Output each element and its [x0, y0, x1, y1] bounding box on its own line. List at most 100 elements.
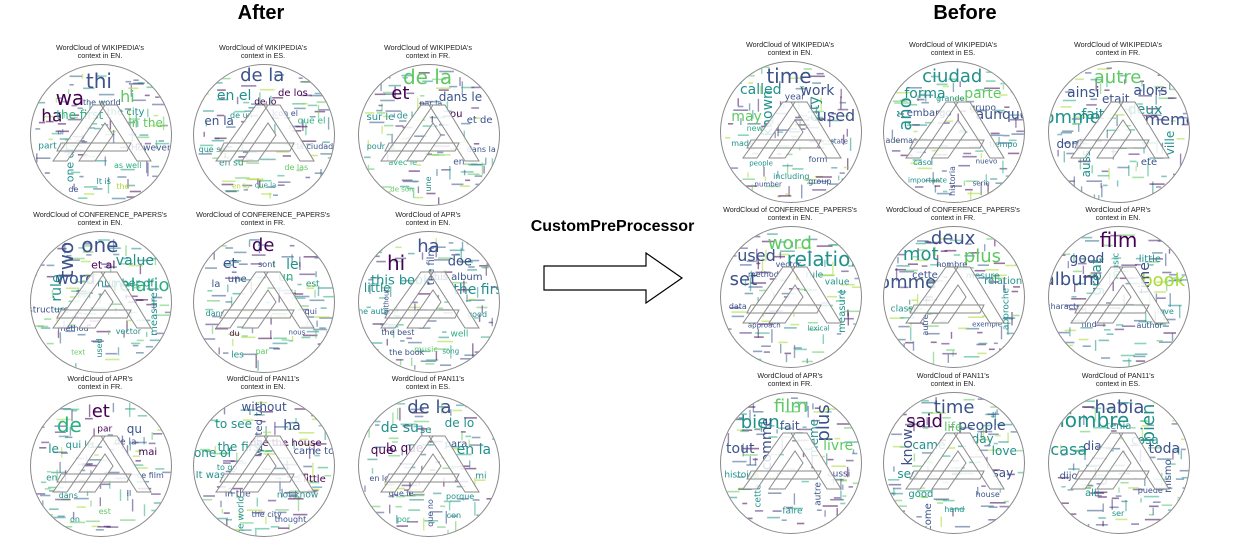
wordcloud-word: mai — [138, 446, 158, 458]
wordcloud-title: WordCloud of APR's context in EN. — [353, 210, 503, 228]
before-wordcloud-panel: WordCloud of WIKIPEDIA's context in EN. ti… — [715, 40, 865, 211]
wordcloud-word: year — [784, 92, 805, 103]
wordcloud-word: character — [1048, 302, 1085, 312]
wordcloud-word: day — [971, 432, 994, 447]
after-wordcloud-panel: WordCloud of WIKIPEDIA's context in EN. th… — [25, 43, 175, 214]
wordcloud-title-line1: WordCloud of CONFERENCE_PAPERS's — [196, 210, 330, 219]
wordcloud-word: con — [446, 511, 462, 521]
logo-mask-outline — [380, 104, 480, 162]
wordcloud-word: livre — [823, 437, 854, 454]
wordcloud-word: de la — [240, 65, 285, 87]
wordcloud-title: WordCloud of WIKIPEDIA's context in ES. — [188, 43, 338, 61]
wordcloud-word: de las — [284, 162, 309, 172]
wordcloud-title-line2: context in EN. — [930, 379, 976, 389]
wordcloud-word: que el — [297, 116, 326, 127]
wordcloud-circle: de la en el de los en la que el de un con el de… — [193, 64, 335, 206]
wordcloud-word: les — [231, 350, 244, 361]
wordcloud-word: qu — [126, 421, 143, 436]
logo-mask-outline — [52, 104, 152, 162]
before-heading: Before — [933, 2, 997, 24]
wordcloud-word: fait — [1081, 106, 1105, 123]
wordcloud-word: importante — [908, 176, 947, 185]
logo-mask-outline — [1070, 266, 1170, 324]
wordcloud-word: serie — [972, 179, 990, 188]
wordcloud-word: number of — [97, 276, 155, 290]
wordcloud-word: method — [57, 324, 89, 334]
wordcloud-title-line1: WordCloud of CONFERENCE_PAPERS's — [723, 205, 857, 214]
logo-mask-outline — [1070, 432, 1170, 490]
wordcloud-word: et — [391, 83, 410, 105]
wordcloud-word: par — [255, 347, 269, 357]
wordcloud-word: pour le — [366, 141, 395, 151]
wordcloud-circle: time said people know love came day life see say g… — [883, 392, 1025, 534]
wordcloud-word: et — [222, 256, 237, 273]
wordcloud-title-line1: WordCloud of APR's — [1085, 205, 1151, 214]
wordcloud-title: WordCloud of CONFERENCE_PAPERS's context … — [878, 205, 1028, 223]
wordcloud-word: hand — [944, 505, 965, 515]
wordcloud-word: grupo — [969, 103, 996, 114]
wordcloud-word: aussi — [827, 469, 851, 480]
wordcloud-word: sont — [258, 260, 276, 270]
wordcloud-title-line1: WordCloud of WIKIPEDIA's — [909, 40, 997, 49]
wordcloud-word: que la — [254, 181, 277, 190]
wordcloud-word: et — [91, 401, 110, 423]
wordcloud-title-line2: context in EN. — [77, 218, 123, 228]
wordcloud-title-line1: WordCloud of WIKIPEDIA's — [56, 43, 144, 52]
wordcloud-word: en el — [216, 87, 252, 104]
wordcloud-title: WordCloud of WIKIPEDIA's context in FR. — [1043, 40, 1193, 58]
wordcloud-word: time — [933, 396, 975, 418]
wordcloud-word: alli — [1085, 487, 1100, 499]
wordcloud-word: que le — [388, 489, 414, 499]
wordcloud-word: dans la — [466, 144, 496, 154]
wordcloud-word: as well — [113, 161, 142, 171]
wordcloud-word: wa — [55, 85, 85, 110]
wordcloud-word: se — [420, 425, 432, 437]
wordcloud-word: to see — [215, 416, 253, 431]
wordcloud-word: aunque — [975, 106, 1025, 123]
wordcloud-word: toda — [1148, 441, 1181, 458]
wordcloud-word: de su — [380, 420, 419, 437]
wordcloud-title-line1: WordCloud of WIKIPEDIA's — [1074, 40, 1162, 49]
wordcloud-word: ete — [1140, 156, 1158, 168]
wordcloud-word: en su — [219, 158, 244, 169]
after-wordcloud-panel: WordCloud of PAN11's context in EN. withou… — [188, 374, 338, 545]
wordcloud-word: may — [731, 109, 762, 126]
wordcloud-word: fait — [779, 419, 800, 434]
wordcloud-title: WordCloud of CONFERENCE_PAPERS's context … — [188, 210, 338, 228]
wordcloud-title-line1: WordCloud of WIKIPEDIA's — [384, 43, 472, 52]
wordcloud-word: good — [467, 310, 488, 320]
wordcloud-title: WordCloud of WIKIPEDIA's context in FR. — [353, 43, 503, 61]
before-wordcloud-panel: WordCloud of WIKIPEDIA's context in ES. ci… — [878, 40, 1028, 211]
wordcloud-word: value — [115, 253, 155, 270]
wordcloud-word: tout — [726, 441, 755, 458]
wordcloud-word: faire — [782, 506, 803, 517]
wordcloud-title: WordCloud of PAN11's context in ES. — [353, 374, 503, 392]
wordcloud-word: sur le — [366, 111, 395, 123]
wordcloud-word: little — [363, 281, 391, 296]
wordcloud-word: form — [808, 155, 828, 165]
logo-mask-outline — [742, 432, 842, 490]
wordcloud-word: dia — [1083, 438, 1102, 453]
wordcloud-circle: autreainsialorscommememefaitdeuxetaitdon… — [1048, 61, 1190, 203]
wordcloud-word: embargo — [906, 107, 952, 119]
wordcloud-word: album — [1048, 269, 1101, 291]
wordcloud-title: WordCloud of APR's context in FR. — [715, 371, 865, 389]
wordcloud-circle: film good little album book great time music cha… — [1048, 226, 1190, 368]
wordcloud-word: this album — [429, 272, 483, 284]
wordcloud-word: the book — [389, 348, 425, 358]
wordcloud-word: thi — [85, 69, 112, 94]
wordcloud-word: porque — [446, 492, 475, 502]
wordcloud-word: the world — [82, 97, 121, 107]
wordcloud-word: ha — [283, 417, 301, 434]
wordcloud-title-line2: context in EN. — [767, 48, 813, 58]
before-wordcloud-panel: WordCloud of CONFERENCE_PAPERS's context … — [878, 205, 1028, 376]
after-wordcloud-panel: WordCloud of APR's context in FR. et de qu le… — [25, 374, 175, 545]
wordcloud-circle: without to see ha one of came to the first doe… — [193, 395, 335, 537]
wordcloud-word: the author — [358, 306, 397, 316]
wordcloud-word: qui — [304, 306, 317, 316]
wordcloud-circle: ciudad forma parte año aunque embargo grupo gra… — [883, 61, 1025, 203]
wordcloud-title: WordCloud of CONFERENCE_PAPERS's context … — [715, 205, 865, 223]
wordcloud-word: hi — [120, 87, 135, 107]
wordcloud-title: WordCloud of WIKIPEDIA's context in ES. — [878, 40, 1028, 58]
wordcloud-word: ciudad — [922, 65, 983, 87]
